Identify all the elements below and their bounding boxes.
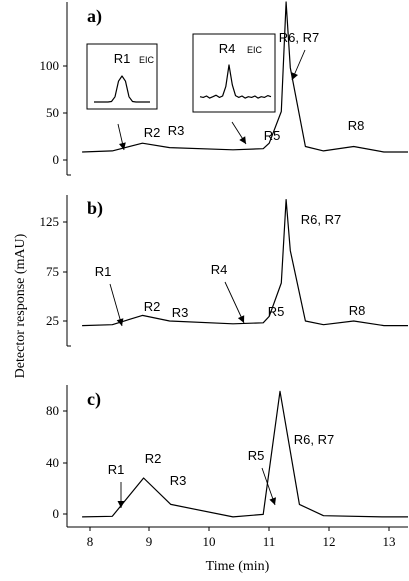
x-tick-label: 8 xyxy=(87,534,94,549)
panel-3: 0 40 80 8 9 10 11 12 13 Time (min) c) R1 R2 R3 R5 R6, R… xyxy=(46,385,408,574)
y-tick-label: 0 xyxy=(53,506,60,521)
panel-label: c) xyxy=(87,389,101,410)
eic-inset-trace xyxy=(94,75,150,103)
peak-label: R1 xyxy=(95,264,112,279)
peak-label: R6, R7 xyxy=(294,432,334,447)
peak-label: R3 xyxy=(172,305,189,320)
peak-label: R6, R7 xyxy=(279,30,319,45)
x-tick-label: 9 xyxy=(146,534,153,549)
y-tick-label: 75 xyxy=(46,264,59,279)
eic-inset-1: R1 EIC xyxy=(86,43,158,110)
x-axis-title: Time (min) xyxy=(206,559,270,574)
eic-inset-label: R4 xyxy=(219,41,236,56)
peak-arrow xyxy=(224,281,245,324)
peak-label: R3 xyxy=(168,123,185,138)
trace-line xyxy=(82,1,408,153)
eic-inset-sublabel: EIC xyxy=(247,45,263,55)
peak-arrowhead xyxy=(269,497,276,505)
y-axis-title: Detector response (mAU) xyxy=(13,233,28,378)
panel-label: b) xyxy=(87,198,103,219)
peak-label: R3 xyxy=(170,473,187,488)
eic-inset-trace xyxy=(199,64,272,99)
x-tick-label: 13 xyxy=(383,534,396,549)
peak-label: R2 xyxy=(144,125,161,140)
peak-label: R8 xyxy=(348,118,365,133)
panel-1: 0 50 100 a) R2 R3 R5 R6, R7 R8 R1 EIC R4 EIC xyxy=(40,1,408,176)
panel-label: a) xyxy=(87,6,102,27)
peak-arrowhead xyxy=(116,318,124,326)
peak-arrowhead xyxy=(119,142,126,150)
peak-arrow xyxy=(109,283,123,327)
peak-label: R1 xyxy=(108,462,125,477)
eic-inset-label: R1 xyxy=(114,51,131,66)
peak-label: R2 xyxy=(145,451,162,466)
peak-arrowhead xyxy=(117,501,125,508)
peak-label: R8 xyxy=(349,303,366,318)
peak-label: R5 xyxy=(268,304,285,319)
peak-label: R5 xyxy=(248,448,265,463)
peak-label: R4 xyxy=(211,262,228,277)
eic-inset-2: R4 EIC xyxy=(192,33,276,113)
panel-2: 25 75 125 b) R1 R2 R3 R4 R5 R6, R7 R8 xyxy=(40,195,408,347)
y-tick-label: 25 xyxy=(46,313,59,328)
y-tick-label: 40 xyxy=(46,455,59,470)
peak-arrowhead xyxy=(239,136,246,144)
y-tick-label: 50 xyxy=(46,105,59,120)
eic-inset-sublabel: EIC xyxy=(139,55,155,65)
peak-label: R2 xyxy=(144,299,161,314)
peak-arrowhead xyxy=(237,315,245,323)
y-tick-label: 125 xyxy=(40,214,60,229)
eic-inset-frame xyxy=(192,33,276,113)
y-tick-label: 100 xyxy=(40,58,60,73)
peak-label: R6, R7 xyxy=(301,212,341,227)
peak-arrowhead xyxy=(291,72,298,80)
x-tick-label: 11 xyxy=(263,534,276,549)
y-tick-label: 0 xyxy=(53,152,60,167)
y-tick-label: 80 xyxy=(46,403,59,418)
x-tick-label: 10 xyxy=(203,534,216,549)
trace-line xyxy=(82,199,408,327)
trace-line xyxy=(82,390,408,518)
x-tick-label: 12 xyxy=(323,534,336,549)
peak-label: R5 xyxy=(264,128,281,143)
